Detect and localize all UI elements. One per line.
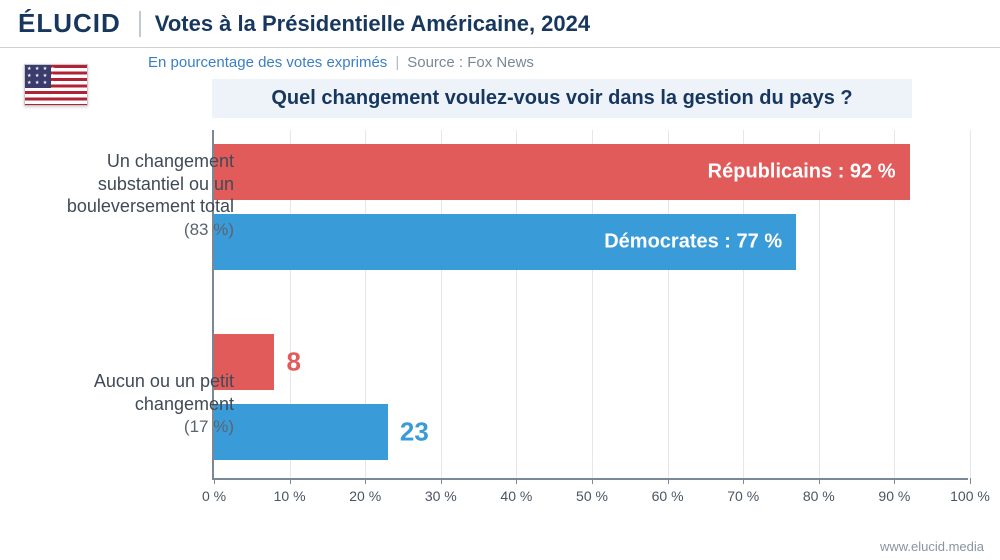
x-tick bbox=[668, 478, 669, 484]
category-pct: (83 %) bbox=[34, 220, 234, 240]
gridline bbox=[970, 130, 971, 478]
category-label: Un changement substantiel ou un boulever… bbox=[34, 150, 234, 240]
category-label: Aucun ou un petit changement(17 %) bbox=[34, 370, 234, 437]
subtitle-source: Source : Fox News bbox=[407, 54, 534, 71]
x-tick bbox=[819, 478, 820, 484]
bar-value-label: Démocrates : 77 % bbox=[604, 231, 782, 254]
x-tick bbox=[290, 478, 291, 484]
logo: ÉLUCID bbox=[18, 8, 121, 39]
bar-rep: Républicains : 92 % bbox=[214, 144, 910, 200]
x-tick bbox=[365, 478, 366, 484]
chart-title: Votes à la Présidentielle Américaine, 20… bbox=[139, 11, 590, 37]
x-tick-label: 30 % bbox=[425, 488, 457, 504]
x-tick bbox=[441, 478, 442, 484]
bar-value-label: 8 bbox=[286, 347, 300, 378]
x-tick-label: 60 % bbox=[652, 488, 684, 504]
x-tick bbox=[516, 478, 517, 484]
bar-dem: Démocrates : 77 % bbox=[214, 214, 796, 270]
x-tick-label: 0 % bbox=[202, 488, 226, 504]
x-tick-label: 80 % bbox=[803, 488, 835, 504]
bar-chart: 0 %10 %20 %30 %40 %50 %60 %70 %80 %90 %1… bbox=[212, 130, 968, 510]
x-tick-label: 40 % bbox=[500, 488, 532, 504]
x-tick bbox=[214, 478, 215, 484]
bar-dem: 23 bbox=[214, 404, 388, 460]
footer-link: www.elucid.media bbox=[880, 539, 984, 554]
x-tick-label: 10 % bbox=[274, 488, 306, 504]
x-tick bbox=[970, 478, 971, 484]
category-text: Aucun ou un petit changement bbox=[34, 370, 234, 415]
us-flag-icon bbox=[24, 64, 88, 106]
x-tick-label: 90 % bbox=[878, 488, 910, 504]
category-text: Un changement substantiel ou un boulever… bbox=[34, 150, 234, 218]
subtitle-left: En pourcentage des votes exprimés bbox=[148, 54, 387, 71]
x-tick bbox=[743, 478, 744, 484]
question-text: Quel changement voulez-vous voir dans la… bbox=[226, 87, 898, 110]
category-pct: (17 %) bbox=[34, 417, 234, 437]
question-box: Quel changement voulez-vous voir dans la… bbox=[212, 79, 912, 118]
x-tick bbox=[592, 478, 593, 484]
x-tick-label: 100 % bbox=[950, 488, 990, 504]
subheader: En pourcentage des votes exprimés | Sour… bbox=[0, 48, 1000, 75]
x-tick-label: 50 % bbox=[576, 488, 608, 504]
x-tick bbox=[894, 478, 895, 484]
bar-value-label: Républicains : 92 % bbox=[708, 161, 896, 184]
x-tick-label: 20 % bbox=[349, 488, 381, 504]
subtitle-separator: | bbox=[395, 54, 399, 71]
bar-value-label: 23 bbox=[400, 417, 429, 448]
header: ÉLUCID Votes à la Présidentielle América… bbox=[0, 0, 1000, 48]
x-tick-label: 70 % bbox=[727, 488, 759, 504]
plot-area: 0 %10 %20 %30 %40 %50 %60 %70 %80 %90 %1… bbox=[212, 130, 968, 480]
